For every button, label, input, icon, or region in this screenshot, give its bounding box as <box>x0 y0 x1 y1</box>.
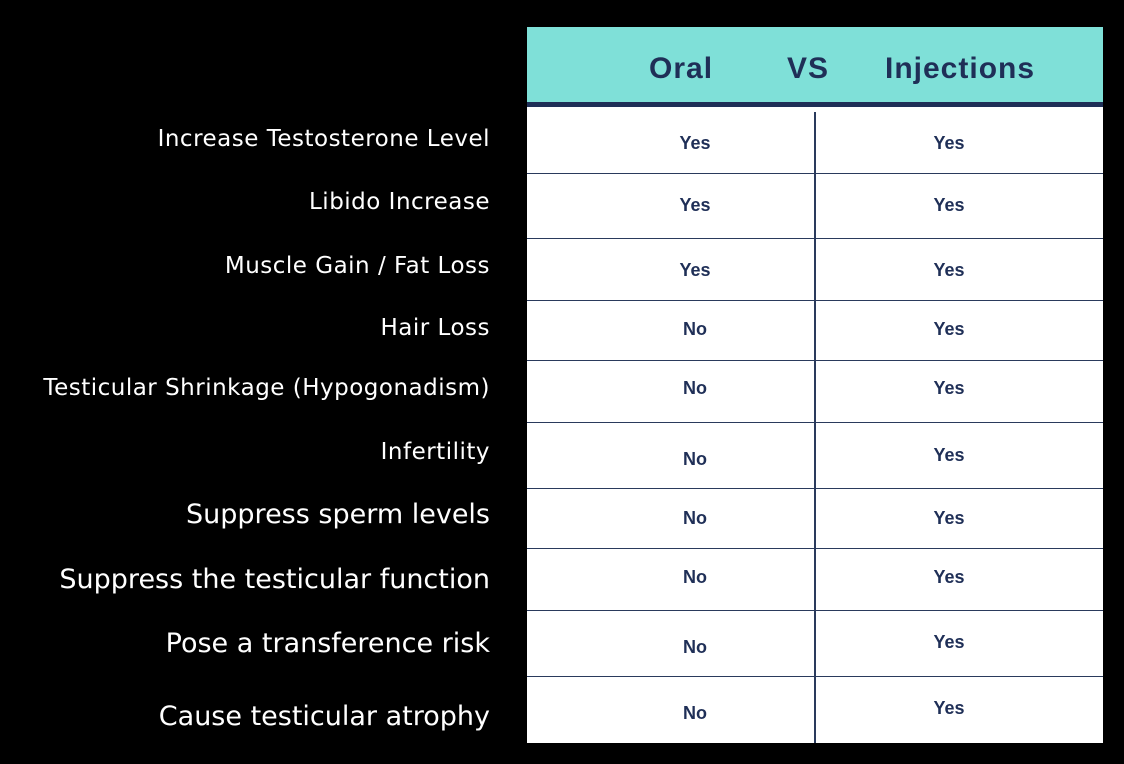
cell-injections: Yes <box>933 133 965 153</box>
cell-oral: Yes <box>679 133 711 153</box>
row-label-testicular-shrinkage: Testicular Shrinkage (Hypogonadism) <box>43 375 490 401</box>
table-row: No Yes <box>527 422 1103 488</box>
row-label-infertility: Infertility <box>380 439 490 465</box>
cell-injections: Yes <box>933 260 965 280</box>
table-row: Yes Yes <box>527 112 1103 173</box>
table-row: No Yes <box>527 610 1103 676</box>
cell-oral: No <box>683 703 707 723</box>
cell-oral: No <box>683 508 707 528</box>
cell-oral: No <box>683 378 707 398</box>
row-label-libido-increase: Libido Increase <box>308 189 490 215</box>
table-row: No Yes <box>527 548 1103 610</box>
cell-injections: Yes <box>933 195 965 215</box>
cell-injections: Yes <box>933 632 965 652</box>
header-injections: Injections <box>885 52 1036 85</box>
cell-injections: Yes <box>933 319 965 339</box>
table-row: Yes Yes <box>527 173 1103 238</box>
row-label-muscle-gain: Muscle Gain / Fat Loss <box>224 253 490 279</box>
row-label-testicular-atrophy: Cause testicular atrophy <box>158 701 490 732</box>
table-row: Yes Yes <box>527 238 1103 300</box>
table-row: No Yes <box>527 488 1103 548</box>
cell-injections: Yes <box>933 567 965 587</box>
cell-injections: Yes <box>933 445 965 465</box>
table-row: No Yes <box>527 360 1103 422</box>
cell-oral: No <box>683 449 707 469</box>
comparison-table: Oral VS Injections Yes Yes Yes Yes Yes Y… <box>527 27 1103 743</box>
cell-injections: Yes <box>933 378 965 398</box>
cell-oral: Yes <box>679 195 711 215</box>
header-oral: Oral <box>649 52 714 85</box>
cell-injections: Yes <box>933 508 965 528</box>
row-label-suppress-sperm: Suppress sperm levels <box>186 499 490 530</box>
row-label-transference-risk: Pose a transference risk <box>165 628 490 659</box>
cell-oral: No <box>683 319 707 339</box>
cell-oral: No <box>683 567 707 587</box>
row-label-suppress-testicular-function: Suppress the testicular function <box>59 564 490 595</box>
row-label-increase-testosterone: Increase Testosterone Level <box>157 126 490 152</box>
cell-injections: Yes <box>933 698 965 718</box>
table-row: No Yes <box>527 676 1103 743</box>
table-row: No Yes <box>527 300 1103 360</box>
cell-oral: Yes <box>679 260 711 280</box>
column-divider <box>814 112 816 743</box>
row-label-hair-loss: Hair Loss <box>380 315 490 341</box>
header-vs: VS <box>787 52 830 85</box>
table-header: Oral VS Injections <box>527 27 1103 107</box>
cell-oral: No <box>683 637 707 657</box>
